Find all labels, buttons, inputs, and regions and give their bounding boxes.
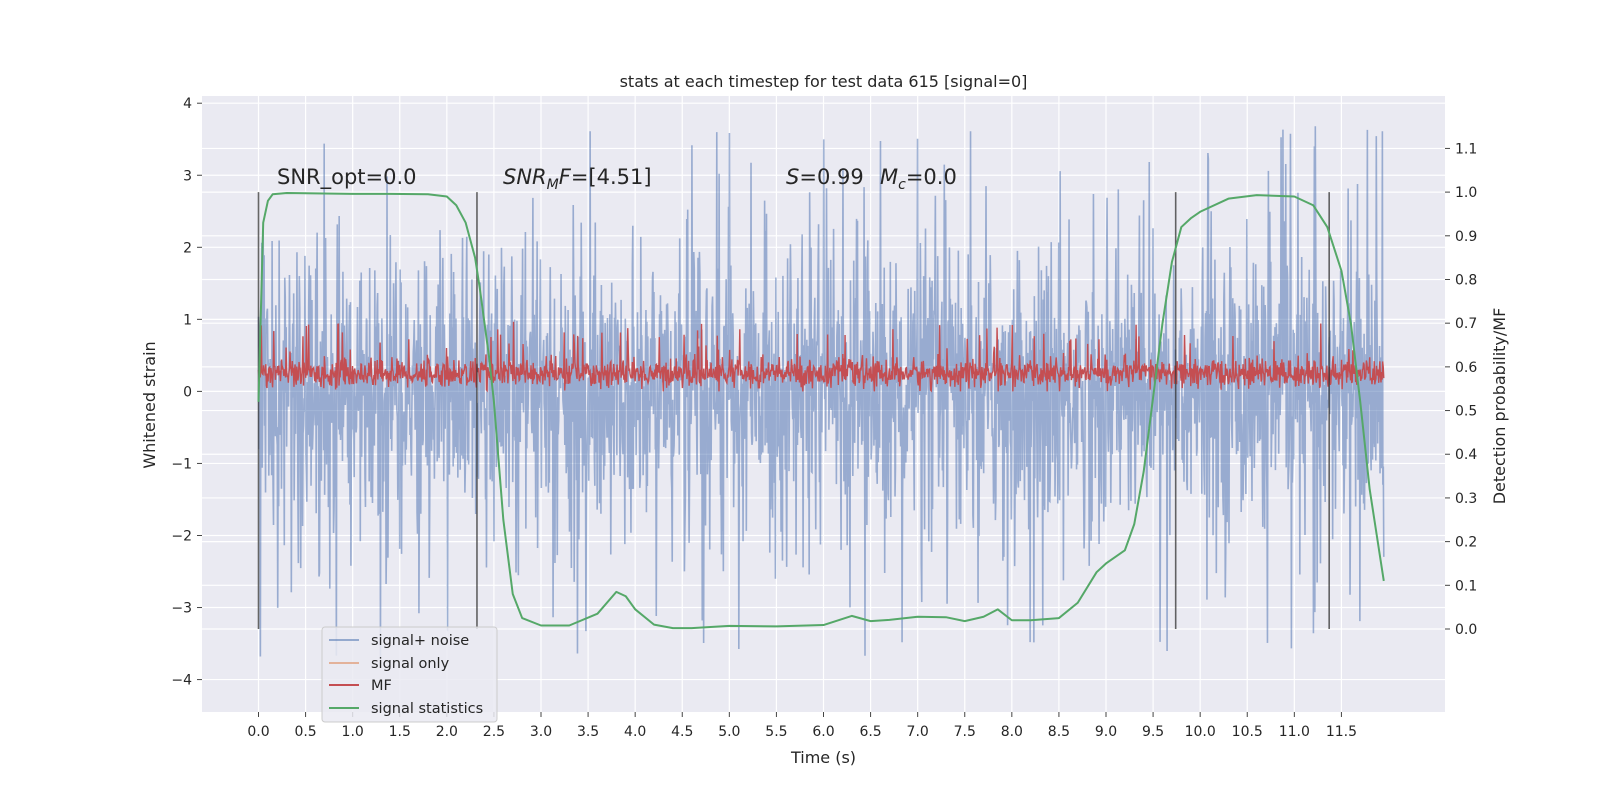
x-tick-label: 4.0 — [624, 724, 646, 740]
x-tick-label: 11.0 — [1279, 724, 1310, 740]
x-tick-label: 0.0 — [247, 724, 269, 740]
grid-layer — [202, 96, 1445, 712]
y2-tick-label: 0.4 — [1455, 447, 1477, 463]
legend-label-signal-statistics: signal statistics — [371, 701, 483, 717]
y2-tick-label: 0.2 — [1455, 535, 1477, 551]
signal-statistics-line — [257, 191, 1385, 630]
mf-line — [257, 321, 1385, 393]
signal-noise-series — [257, 126, 1385, 658]
y2-tick-label: 0.0 — [1455, 622, 1477, 638]
legend: signal+ noise signal only MF signal stat… — [321, 626, 498, 723]
y-tick-label: 3 — [183, 168, 192, 184]
annotation-snr-mf: SNRMF=[4.51] — [503, 165, 652, 193]
x-tick-label: 8.0 — [1001, 724, 1023, 740]
x-tick-label: 10.5 — [1232, 724, 1263, 740]
y2-tick-label: 0.8 — [1455, 272, 1477, 288]
y2-tick-label: 1.0 — [1455, 185, 1477, 201]
annotation-mc: Mc=0.0 — [880, 165, 957, 193]
y2-tick-label: 0.5 — [1455, 404, 1477, 420]
x-tick-label: 2.0 — [436, 724, 458, 740]
x-tick-label: 11.5 — [1326, 724, 1357, 740]
x-tick-label: 8.5 — [1048, 724, 1070, 740]
y2-tick-label: 0.7 — [1455, 316, 1477, 332]
x-tick-label: 7.0 — [907, 724, 929, 740]
annotation-s-after: =0.99 — [799, 165, 863, 189]
axes: 0.0 0.5 1.0 1.5 2.0 2.5 3.0 3.5 4.0 4.5 5.0 5.5 6.0 6… — [171, 96, 1477, 740]
annotation-snr-mf-base: SNR — [503, 165, 547, 189]
y-tick-label: −4 — [171, 673, 192, 689]
x-axis-label: Time (s) — [790, 748, 856, 767]
y2-tick-label: 0.1 — [1455, 578, 1477, 594]
y-tick-label: −3 — [171, 601, 192, 617]
legend-label-signal-noise: signal+ noise — [371, 633, 469, 649]
x-tick-label: 9.5 — [1142, 724, 1164, 740]
annotation-snr-mf-after-f: F — [559, 165, 572, 189]
annotation-mc-sub: c — [898, 177, 906, 193]
y-tick-label: 4 — [183, 96, 192, 112]
x-tick-label: 2.5 — [483, 724, 505, 740]
y2-axis-label: Detection probability/MF — [1490, 308, 1509, 505]
x-tick-label: 10.0 — [1185, 724, 1216, 740]
y2-tick-label: 1.1 — [1455, 141, 1477, 157]
x-tick-label: 1.5 — [389, 724, 411, 740]
annotation-s-base: S — [786, 165, 799, 189]
legend-box — [321, 626, 498, 723]
y-tick-label: 1 — [183, 312, 192, 328]
legend-label-mf: MF — [371, 678, 392, 694]
x-tick-label: 5.0 — [718, 724, 740, 740]
y-axis-label: Whitened strain — [140, 341, 159, 468]
annotation-snr-mf-value: =[4.51] — [571, 165, 652, 189]
signal-statistics-series — [257, 191, 1385, 630]
x-tick-label: 6.0 — [812, 724, 834, 740]
y-tick-label: 0 — [183, 384, 192, 400]
y-tick-label: 2 — [183, 240, 192, 256]
x-tick-label: 1.0 — [342, 724, 364, 740]
x-tick-label: 6.5 — [859, 724, 881, 740]
annotation-mc-base: M — [880, 165, 898, 189]
annotation-snr-opt: SNR_opt=0.0 — [277, 165, 417, 190]
y2-tick-label: 0.9 — [1455, 229, 1477, 245]
x-tick-label: 7.5 — [954, 724, 976, 740]
x-tick-label: 4.5 — [671, 724, 693, 740]
mf-series — [257, 321, 1385, 393]
y2-tick-label: 0.6 — [1455, 360, 1477, 376]
y-tick-label: −1 — [171, 456, 192, 472]
legend-label-signal-only: signal only — [371, 656, 450, 672]
x-tick-label: 3.0 — [530, 724, 552, 740]
x-tick-label: 3.5 — [577, 724, 599, 740]
x-tick-label: 5.5 — [765, 724, 787, 740]
chart-title: stats at each timestep for test data 615… — [620, 72, 1028, 91]
y2-tick-label: 0.3 — [1455, 491, 1477, 507]
signal-noise-line — [257, 126, 1385, 658]
annotation-mc-after: =0.0 — [906, 165, 957, 189]
x-tick-label: 0.5 — [294, 724, 316, 740]
y-tick-label: −2 — [171, 528, 192, 544]
x-tick-label: 9.0 — [1095, 724, 1117, 740]
annotation-snr-mf-sub: M — [547, 177, 559, 193]
annotation-s: S=0.99 — [786, 165, 864, 189]
